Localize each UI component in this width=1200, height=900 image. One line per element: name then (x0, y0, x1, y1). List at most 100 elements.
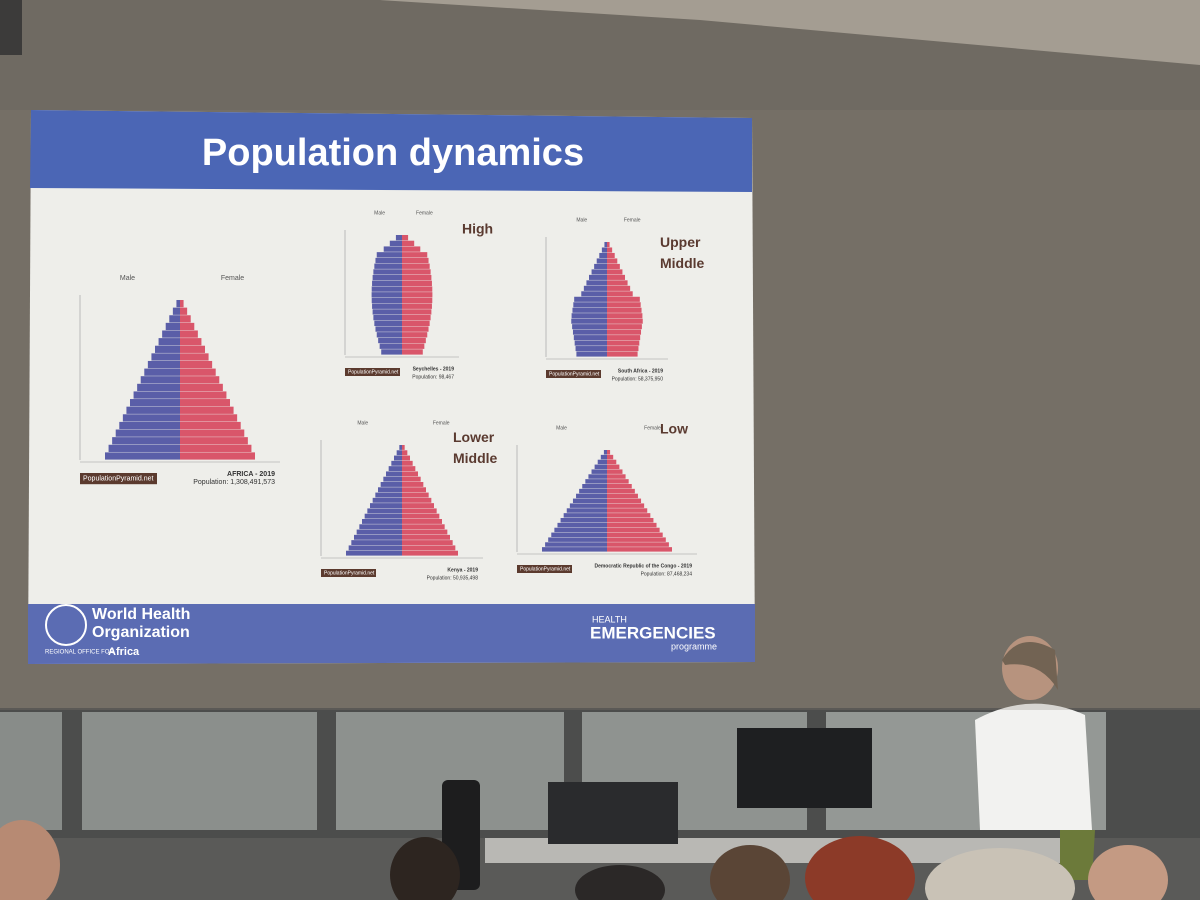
pyramid-bar-male (376, 332, 402, 338)
population: Population: 98,467 (412, 374, 454, 380)
pyramid-bar-female (402, 349, 423, 355)
pyramid-bar-male (375, 326, 402, 332)
pyramid-bar-male (574, 340, 607, 346)
pyramid-bar-male (359, 524, 402, 530)
pyramid-bar-male (389, 240, 402, 247)
pyramid-bar-male (573, 302, 607, 308)
pyramid-bar-female (607, 269, 623, 275)
pyramid-bar-male (130, 399, 180, 407)
source: PopulationPyramid.net (520, 566, 571, 572)
slide-header (30, 110, 752, 192)
population: Population: 87,468,234 (641, 571, 693, 577)
female-label: Female (433, 420, 450, 426)
pyramid-bar-female (402, 524, 445, 530)
population: Population: 1,308,491,573 (193, 479, 275, 486)
pyramid-bar-male (155, 345, 180, 353)
pyramid-bar-female (402, 450, 408, 456)
pyramid-bar-female (607, 351, 638, 357)
source-badge (345, 368, 400, 376)
pyramid-bar-female (402, 455, 410, 461)
pyramid-bar-male (373, 269, 402, 275)
slide (28, 110, 755, 664)
pyramid-bar-male (572, 329, 607, 335)
pyramid-bar-female (402, 550, 458, 556)
pyramid-bar-male (375, 257, 402, 264)
audience-head (1088, 845, 1168, 900)
pyramid-bar-male (122, 414, 180, 422)
male-label: Male (576, 217, 587, 223)
pyramid-bar-male (158, 338, 180, 346)
country: Seychelles - 2019 (413, 366, 455, 372)
income-label-line: Upper (660, 234, 701, 250)
pyramid-bar-male (573, 335, 607, 341)
country: Kenya - 2019 (447, 567, 478, 573)
pyramid-bar-male (346, 550, 402, 556)
pyramid-bar-male (373, 315, 402, 321)
pyramid-bar-female (180, 429, 245, 437)
pyramid-bar-male (378, 487, 402, 493)
population: Population: 58,375,950 (612, 376, 664, 382)
pyramid-bar-male (391, 460, 402, 466)
pyramid-bar-female (180, 360, 213, 369)
pyramid-bar-female (607, 518, 654, 523)
pyramid-bar-female (607, 263, 620, 269)
audience-head (925, 848, 1075, 900)
pyramid-bar-female (402, 240, 415, 247)
pyramid-bar-female (607, 313, 643, 319)
female-label: Female (416, 210, 433, 216)
pyramid-bar-male (376, 252, 402, 258)
pyramid-bar-female (607, 450, 611, 455)
country: South Africa - 2019 (618, 368, 663, 374)
pyramid-bar-female (180, 330, 198, 338)
pyramid-bar-male (557, 522, 607, 528)
pyramid-bar-male (374, 263, 402, 269)
pyramid-bar-male (563, 513, 607, 518)
pyramid-bar-female (607, 537, 666, 542)
programme-main: EMERGENCIES (590, 623, 716, 642)
audience-head (0, 820, 60, 900)
pyramid-bar-female (607, 340, 640, 346)
pyramid-bar-female (402, 326, 429, 332)
pyramid-bar-female (402, 482, 424, 487)
presenter-skirt (1060, 830, 1095, 880)
source-badge (321, 569, 376, 577)
pyramid-bar-male (375, 492, 402, 498)
region-prefix: REGIONAL OFFICE FOR (45, 650, 114, 656)
pyramid-bar-female (402, 320, 430, 327)
pyramid-bar-female (402, 460, 413, 466)
pyramid-bar-male (112, 437, 180, 445)
pyramid-bar-male (571, 318, 607, 324)
pyramid-bar-female (402, 476, 421, 482)
pyramid-bar-male (599, 252, 607, 259)
pyramid-bar-female (607, 454, 614, 460)
pyramid-bar-female (180, 307, 188, 315)
pyramid-bar-male (137, 383, 180, 392)
pyramid-bar-male (586, 280, 607, 286)
pyramid-bar-female (607, 346, 639, 352)
pyramid-bar-male (591, 469, 607, 474)
male-label: Male (374, 210, 385, 216)
speaker (0, 0, 22, 55)
pyramid-bar-male (165, 322, 180, 331)
pyramid-bar-male (594, 464, 607, 470)
monitor (737, 728, 872, 808)
presenter-hair (1002, 642, 1058, 690)
pyramid-bar-male (372, 309, 402, 315)
who-logo (45, 604, 87, 646)
pyramid-bar-male (176, 300, 180, 308)
pyramid-bar-female (607, 280, 628, 286)
pyramid-bar-female (607, 274, 625, 280)
pyramid-bar-male (582, 484, 607, 489)
pyramid-bar-female (607, 469, 623, 474)
pyramid-bar-female (402, 292, 433, 298)
income-label-line: Middle (660, 255, 705, 271)
pyramid-bar-male (548, 537, 607, 542)
pyramid-bar-male (374, 320, 402, 327)
pyramid-bar-male (147, 360, 180, 369)
pyramid-bar-female (402, 246, 421, 252)
pyramid-bar-male (575, 346, 607, 352)
female-label: Female (624, 217, 641, 223)
pyramid-bar-male (601, 247, 607, 253)
pyramid-bar-female (402, 343, 425, 349)
